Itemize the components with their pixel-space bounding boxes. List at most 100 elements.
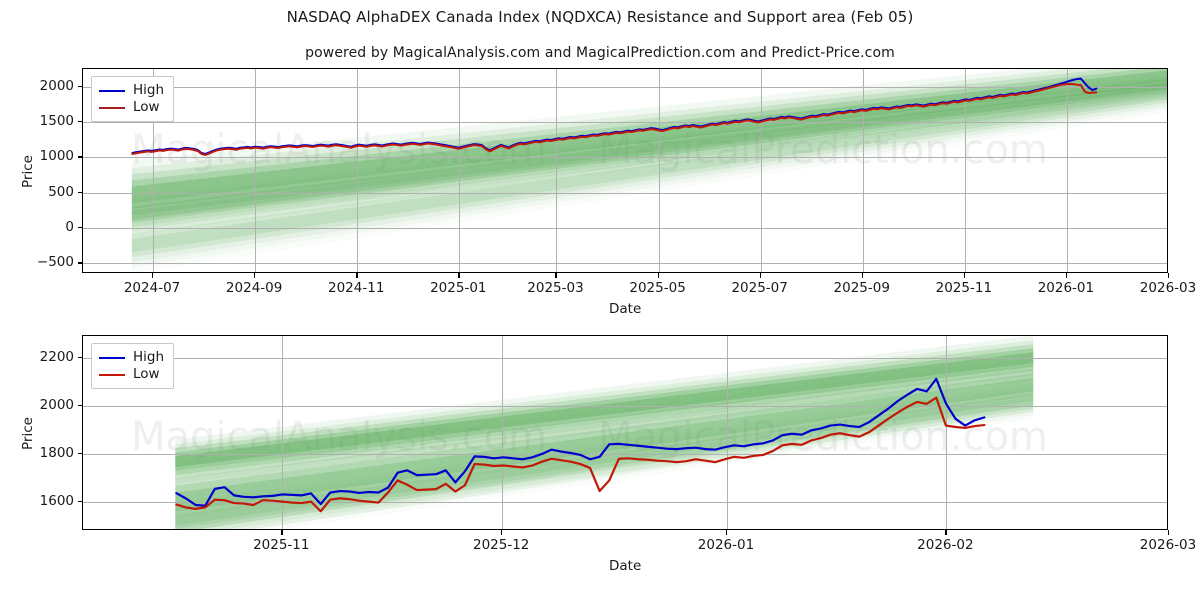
y-axis-tick-label: 2000 xyxy=(39,396,74,413)
y-axis-tick-label: 1500 xyxy=(39,113,74,130)
x-axis-tick-mark xyxy=(501,530,503,535)
gridline-vertical xyxy=(726,336,728,529)
gridline-horizontal xyxy=(83,405,1167,407)
x-axis-tick-label: 2025-03 xyxy=(527,280,584,296)
resistance-band-layer-2 xyxy=(175,344,1034,476)
y-axis-tick-label: 0 xyxy=(65,219,74,236)
gridline-horizontal xyxy=(83,263,1167,265)
y-axis-tick-mark xyxy=(77,452,82,455)
support-band-layer-1 xyxy=(175,363,1034,529)
x-axis-tick-mark xyxy=(945,530,947,535)
legend-line-swatch xyxy=(99,89,125,92)
y-axis-label: Price xyxy=(20,154,36,188)
gridline-horizontal xyxy=(83,122,1167,124)
gridline-horizontal xyxy=(83,453,1167,455)
x-axis-tick-label: 2025-01 xyxy=(430,280,487,296)
resistance-band-upper-layer-4 xyxy=(131,70,1167,204)
gridline-vertical xyxy=(282,336,284,529)
y-axis-tick-label: 1800 xyxy=(39,444,74,461)
series-line-low xyxy=(175,396,986,513)
outer-band-layer-3 xyxy=(175,393,1034,529)
x-axis-tick-mark xyxy=(254,273,256,278)
support-band-mid-layer-3 xyxy=(131,80,1167,224)
trend-band-group xyxy=(175,336,1034,529)
gridline-vertical xyxy=(1066,69,1068,272)
legend-line-swatch xyxy=(99,106,125,109)
gridline-vertical xyxy=(658,69,660,272)
x-axis-tick-mark xyxy=(555,273,557,278)
x-axis-tick-label: 2024-11 xyxy=(328,280,385,296)
support-band-mid-layer-0 xyxy=(131,73,1167,235)
x-axis-tick-mark xyxy=(1168,530,1170,535)
legend-label: High xyxy=(133,349,165,365)
y-axis-tick-mark xyxy=(77,356,82,358)
resistance-band-upper-layer-0 xyxy=(131,69,1167,229)
y-axis-tick-mark xyxy=(77,262,82,264)
legend-label: Low xyxy=(133,366,160,382)
x-axis-tick-mark xyxy=(963,273,966,278)
gridline-horizontal xyxy=(83,86,1167,88)
chart-legend[interactable]: High Low xyxy=(91,343,175,389)
resistance-band-layer-1 xyxy=(175,340,1034,480)
y-axis-tick-mark xyxy=(77,85,82,87)
x-axis-tick-label: 2025-11 xyxy=(935,280,993,296)
series-line-low xyxy=(131,82,1098,156)
legend-line-swatch xyxy=(99,356,125,359)
legend-item-low[interactable]: Low xyxy=(99,366,164,383)
legend-item-high[interactable]: High xyxy=(99,349,164,366)
legend-item-high[interactable]: High xyxy=(99,82,164,99)
x-axis-label: Date xyxy=(609,558,642,574)
gridline-vertical xyxy=(760,69,762,272)
page-title: NASDAQ AlphaDEX Canada Index (NQDXCA) Re… xyxy=(286,8,914,26)
gridline-horizontal xyxy=(83,192,1167,194)
legend-item-low[interactable]: Low xyxy=(99,99,164,116)
y-axis-tick-label: −500 xyxy=(36,254,74,271)
gridline-vertical xyxy=(459,69,461,272)
page-subtitle: powered by MagicalAnalysis.com and Magic… xyxy=(305,45,895,61)
x-axis-tick-label: 2025-05 xyxy=(629,280,686,296)
series-group xyxy=(131,77,1098,156)
y-axis-tick-mark xyxy=(77,121,82,123)
x-axis-tick-label: 2025-12 xyxy=(472,537,530,553)
gridline-vertical xyxy=(862,69,864,272)
support-band-mid-layer-4 xyxy=(131,83,1167,220)
resistance-band-layer-3 xyxy=(175,348,1034,472)
x-axis-tick-label: 2026-02 xyxy=(917,537,974,553)
x-axis-tick-label: 2024-09 xyxy=(225,280,283,296)
x-axis-tick-mark xyxy=(152,273,154,278)
gridline-horizontal xyxy=(83,228,1167,230)
gridline-horizontal xyxy=(83,157,1167,159)
y-axis-tick-mark xyxy=(77,227,82,229)
gridline-vertical xyxy=(357,69,359,272)
trend-band-group xyxy=(131,69,1167,268)
x-axis-tick-label: 2026-03 xyxy=(1139,280,1197,296)
y-axis-tick-mark xyxy=(77,501,82,503)
x-axis-tick-mark xyxy=(1065,273,1068,278)
resistance-band-layer-4 xyxy=(175,352,1034,468)
series-line-high xyxy=(175,377,986,507)
gridline-vertical xyxy=(502,336,504,529)
x-axis-tick-mark xyxy=(725,530,728,535)
resistance-band-layer-0 xyxy=(175,336,1034,484)
upper-plot-area: MagicalAnalysis.com MagicalPrediction.com xyxy=(82,68,1168,273)
support-band-lower-layer-2 xyxy=(131,85,1167,263)
support-band-layer-3 xyxy=(175,373,1034,519)
y-axis-tick-label: 1000 xyxy=(39,148,74,165)
x-axis-label: Date xyxy=(609,301,642,317)
lower-plot-area: MagicalAnalysis.com MagicalPrediction.com xyxy=(82,335,1168,530)
chart-legend[interactable]: High Low xyxy=(91,76,175,122)
x-axis-tick-mark xyxy=(657,273,659,278)
outer-band-layer-2 xyxy=(175,390,1034,529)
y-axis-tick-label: 500 xyxy=(48,183,74,200)
series-group xyxy=(175,377,986,513)
x-axis-tick-mark xyxy=(356,273,358,278)
x-axis-tick-mark xyxy=(759,273,761,278)
y-axis-label: Price xyxy=(20,416,36,450)
y-axis-tick-mark xyxy=(77,156,82,158)
support-band-layer-4 xyxy=(175,378,1034,512)
x-axis-tick-mark xyxy=(861,273,864,278)
y-axis-tick-label: 1600 xyxy=(39,493,74,510)
resistance-band-upper-layer-1 xyxy=(131,69,1167,222)
y-axis-tick-mark xyxy=(77,191,82,193)
